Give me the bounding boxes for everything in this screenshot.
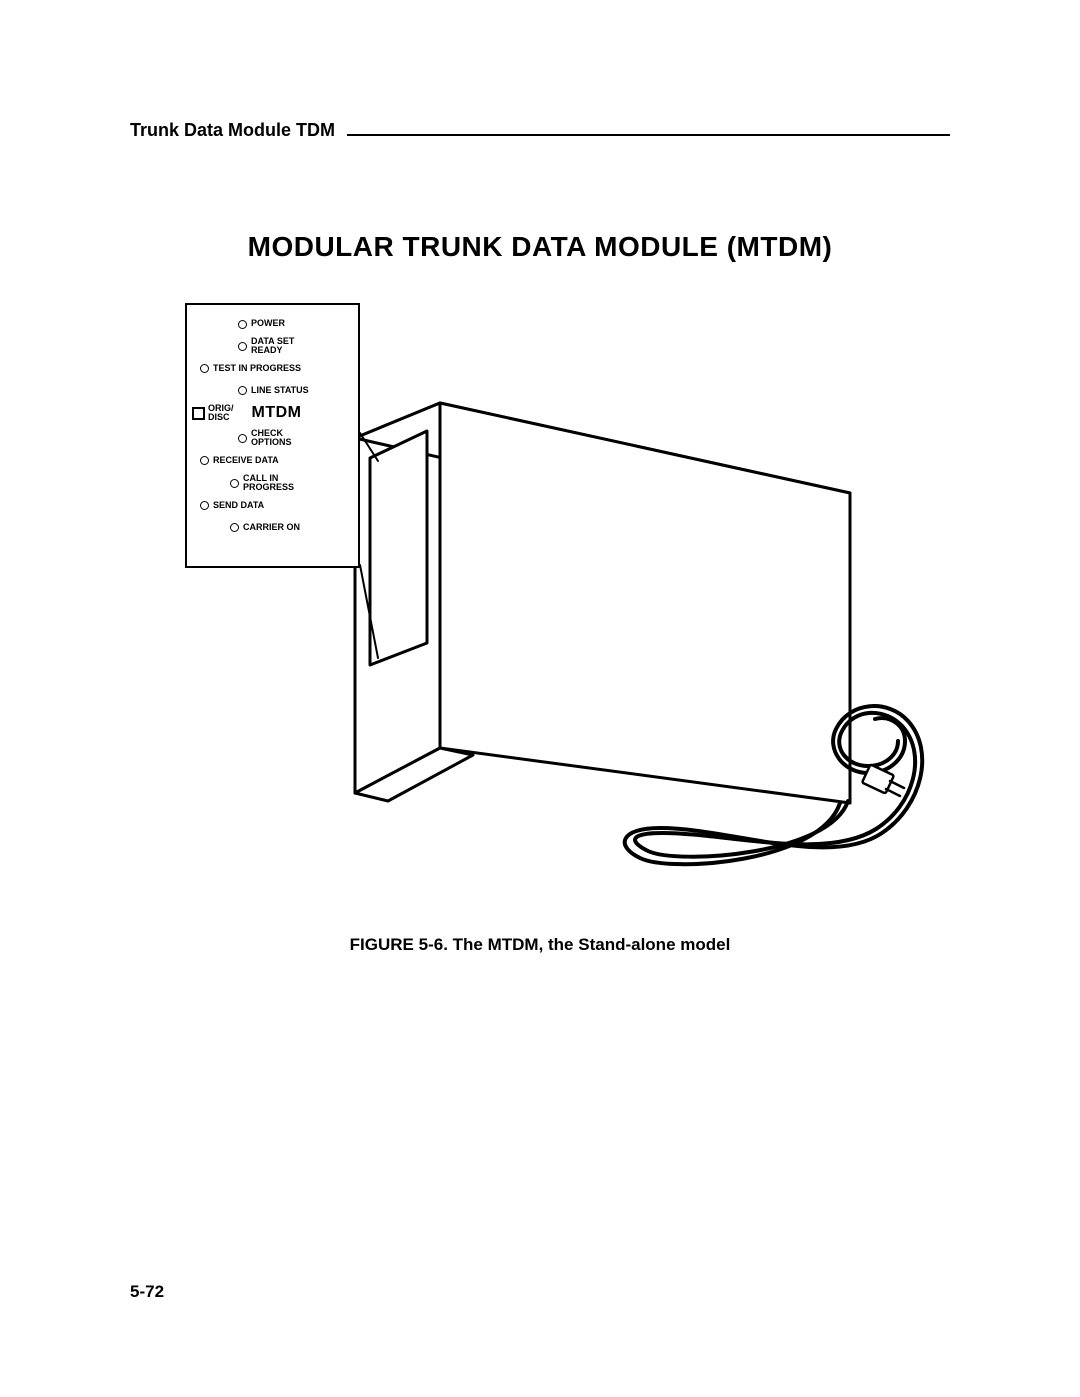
receive-data-label: RECEIVE DATA xyxy=(213,456,279,465)
carrier-on-led-icon xyxy=(230,523,239,532)
test-in-progress-label: TEST IN PROGRESS xyxy=(213,364,301,373)
carrier-on-label: CARRIER ON xyxy=(243,523,300,532)
page-number: 5-72 xyxy=(130,1282,164,1302)
mtdm-text: MTDM xyxy=(252,404,302,422)
orig-disc-button-icon xyxy=(192,407,205,420)
send-data-label: SEND DATA xyxy=(213,501,264,510)
data-set-ready-label: DATA SET READY xyxy=(251,337,294,356)
check-options-led-icon xyxy=(238,434,247,443)
figure-caption: FIGURE 5-6. The MTDM, the Stand-alone mo… xyxy=(130,935,950,955)
running-head-text: Trunk Data Module TDM xyxy=(130,120,335,141)
call-in-progress-led-icon xyxy=(230,479,239,488)
power-label: POWER xyxy=(251,319,285,328)
check-options-label: CHECK OPTIONS xyxy=(251,429,292,448)
data-set-ready-led-icon xyxy=(238,342,247,351)
running-head: Trunk Data Module TDM xyxy=(130,120,950,141)
page-title: MODULAR TRUNK DATA MODULE (MTDM) xyxy=(130,231,950,263)
receive-data-led-icon xyxy=(200,456,209,465)
mtdm-front-panel: POWER DATA SET READY TEST IN PROGRESS LI… xyxy=(185,303,360,568)
running-head-rule xyxy=(347,134,950,136)
figure: POWER DATA SET READY TEST IN PROGRESS LI… xyxy=(130,303,950,913)
orig-disc-label: ORIG/ DISC xyxy=(208,404,234,423)
send-data-led-icon xyxy=(200,501,209,510)
line-status-label: LINE STATUS xyxy=(251,386,309,395)
line-status-led-icon xyxy=(238,386,247,395)
test-in-progress-led-icon xyxy=(200,364,209,373)
call-in-progress-label: CALL IN PROGRESS xyxy=(243,474,294,493)
power-led-icon xyxy=(238,320,247,329)
